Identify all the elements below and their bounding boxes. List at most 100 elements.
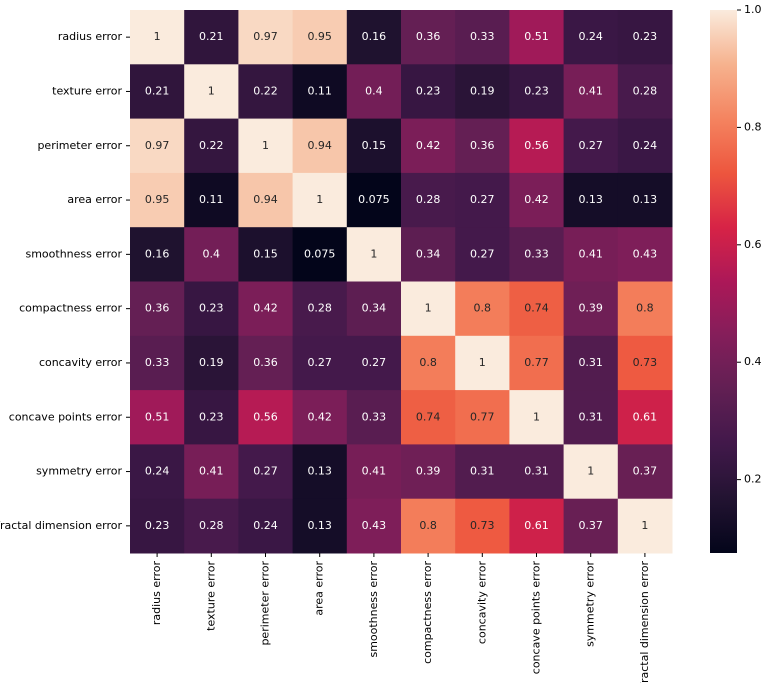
heatmap-cell [509, 172, 565, 228]
heatmap-cell [238, 281, 294, 337]
cell-label: 0.075 [358, 193, 390, 206]
heatmap-cell [455, 10, 510, 65]
heatmap-cell [184, 64, 239, 120]
x-tick-label: concavity error [475, 561, 488, 645]
heatmap-cell [455, 118, 510, 174]
cell-label: 0.94 [253, 193, 278, 206]
x-tick-label: texture error [204, 561, 217, 631]
cell-label: 0.97 [145, 139, 170, 152]
colorbar [710, 10, 737, 553]
heatmap-cell [455, 335, 510, 391]
cell-label: 0.73 [633, 356, 658, 369]
x-tick-label: fractal dimension error [638, 561, 651, 683]
cell-label: 0.13 [307, 519, 332, 532]
heatmap-cell [184, 118, 239, 174]
cell-label: 0.95 [145, 193, 170, 206]
heatmap-cell [130, 444, 185, 500]
cell-label: 0.43 [362, 519, 387, 532]
cell-label: 0.51 [145, 410, 170, 423]
heatmap-cell [346, 227, 402, 282]
cell-label: 0.8 [419, 356, 437, 369]
heatmap-cell [292, 227, 348, 282]
heatmap-cell [617, 172, 673, 228]
cell-label: 0.61 [524, 519, 549, 532]
y-tick-label: area error [67, 193, 122, 206]
cell-label: 0.24 [253, 519, 278, 532]
heatmap-cell [509, 335, 565, 391]
heatmap-cell [401, 10, 456, 65]
cell-label: 0.61 [633, 410, 658, 423]
cell-label: 0.27 [470, 193, 495, 206]
heatmap-cell [346, 335, 402, 391]
cell-label: 0.27 [362, 356, 387, 369]
cell-label: 0.23 [416, 84, 441, 97]
heatmap-cell [238, 335, 294, 391]
cell-label: 0.13 [633, 193, 658, 206]
heatmap-cell [346, 498, 402, 554]
cell-label: 0.36 [253, 356, 278, 369]
heatmap-cell [401, 227, 456, 282]
heatmap-cell [130, 281, 185, 337]
cell-label: 0.41 [199, 465, 224, 478]
cell-label: 0.28 [633, 84, 658, 97]
heatmap-cell [130, 172, 185, 228]
cell-label: 0.075 [304, 247, 336, 260]
heatmap-cell [130, 498, 185, 554]
heatmap-cell [563, 118, 619, 174]
heatmap-cell [455, 498, 510, 554]
cell-label: 0.15 [253, 247, 278, 260]
heatmap-cell [455, 281, 510, 337]
heatmap-cell [184, 227, 239, 282]
heatmap-cell [455, 390, 510, 445]
heatmap-cell [184, 172, 239, 228]
cell-label: 0.23 [199, 302, 224, 315]
heatmap-cell [401, 390, 456, 445]
cell-label: 0.31 [578, 410, 603, 423]
cell-label: 0.77 [470, 410, 495, 423]
heatmap-cell [455, 64, 510, 120]
colorbar-tick-label: 1.0 [744, 3, 762, 16]
heatmap-cell [509, 498, 565, 554]
cell-label: 0.74 [524, 302, 549, 315]
cell-label: 0.94 [307, 139, 332, 152]
heatmap-cell [130, 10, 185, 65]
y-tick-label: perimeter error [37, 139, 122, 152]
heatmap-cell [292, 10, 348, 65]
heatmap-cell [563, 281, 619, 337]
heatmap-cell [401, 335, 456, 391]
cell-label: 0.31 [524, 465, 549, 478]
cell-label: 0.23 [524, 84, 549, 97]
heatmap-cell [509, 64, 565, 120]
heatmap-cell [346, 172, 402, 228]
cell-label: 0.36 [145, 302, 170, 315]
cell-label: 0.13 [578, 193, 603, 206]
x-tick-label: radius error [150, 561, 163, 626]
colorbar-tick-label: 0.2 [744, 473, 762, 486]
y-tick-label: compactness error [19, 302, 122, 315]
heatmap-cell [401, 118, 456, 174]
cell-label: 0.16 [145, 247, 170, 260]
cell-label: 0.16 [362, 30, 387, 43]
heatmap-cell [455, 172, 510, 228]
heatmap-cell [292, 118, 348, 174]
cell-label: 0.41 [578, 84, 603, 97]
cell-label: 0.36 [416, 30, 441, 43]
cell-label: 0.24 [578, 30, 603, 43]
heatmap-cell [130, 335, 185, 391]
cell-label: 0.27 [253, 465, 278, 478]
cell-label: 0.33 [524, 247, 549, 260]
cell-label: 0.77 [524, 356, 549, 369]
cell-label: 0.73 [470, 519, 495, 532]
cell-label: 0.23 [145, 519, 170, 532]
cell-label: 0.39 [578, 302, 603, 315]
cell-label: 0.22 [253, 84, 278, 97]
cell-label: 1 [208, 84, 215, 97]
heatmap-cell [346, 390, 402, 445]
heatmap-cell [184, 10, 239, 65]
colorbar-tick-label: 0.6 [744, 238, 762, 251]
cell-label: 0.42 [524, 193, 549, 206]
heatmap-cell [130, 64, 185, 120]
heatmap-cell [238, 390, 294, 445]
heatmap-cell [617, 498, 673, 554]
cell-label: 0.28 [416, 193, 441, 206]
